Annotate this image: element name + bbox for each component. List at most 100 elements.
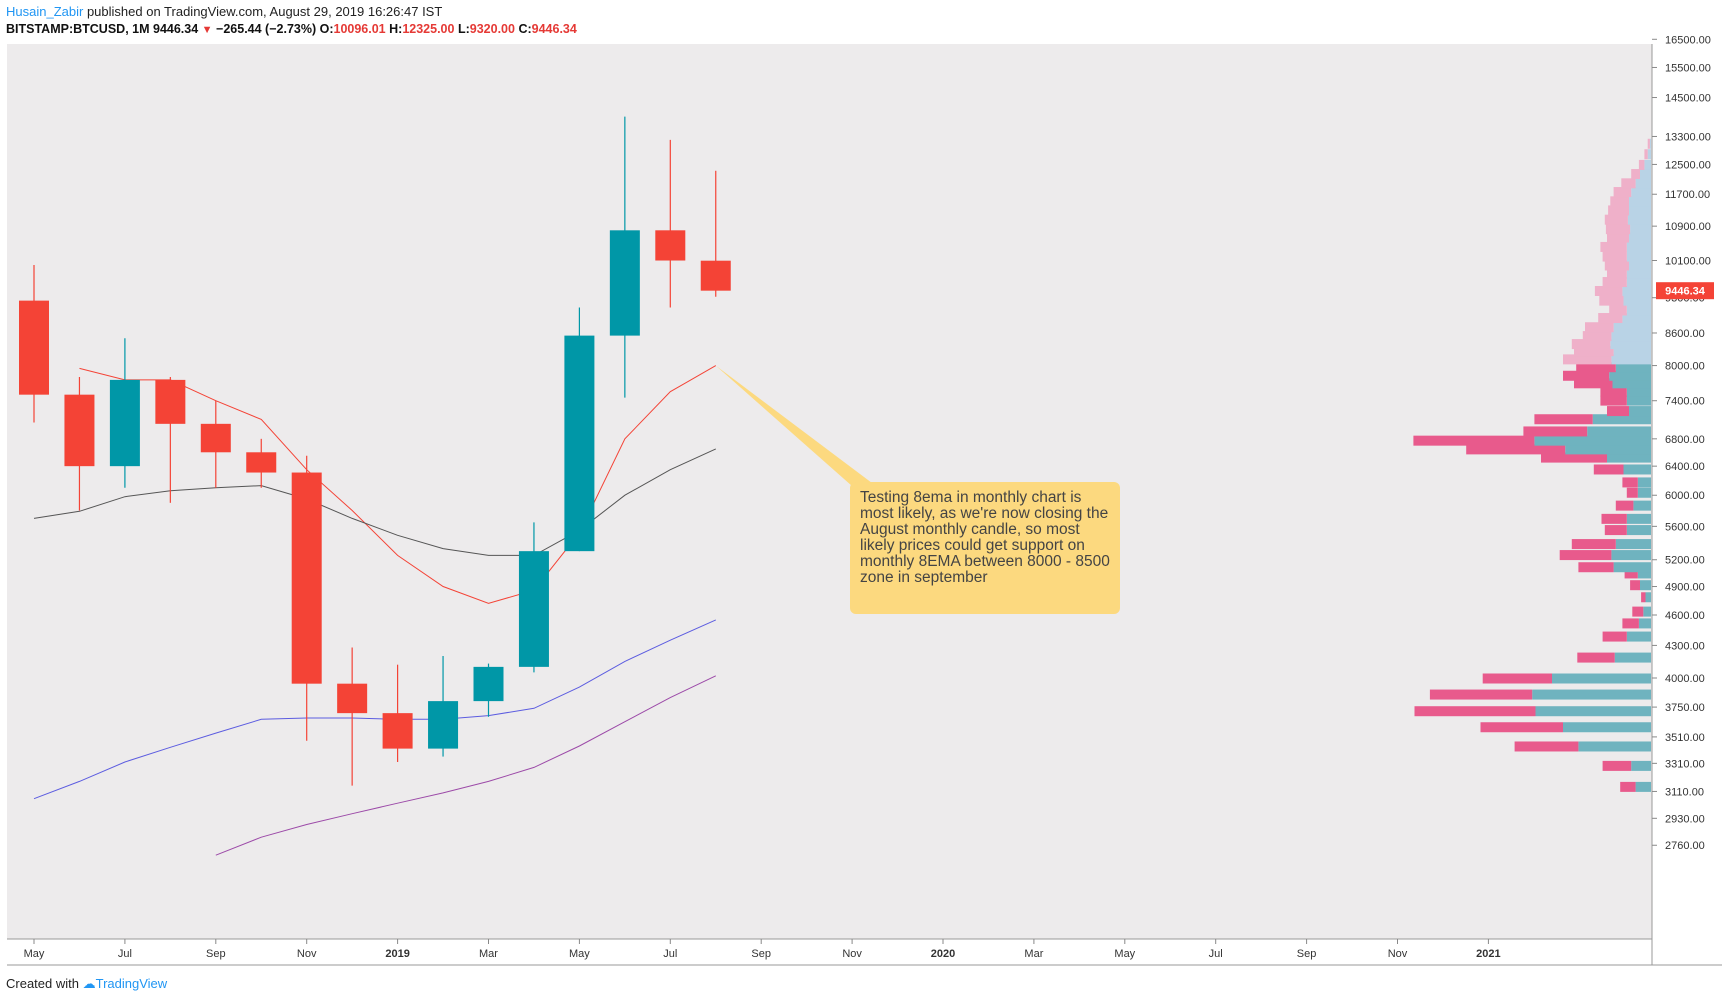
time-tick-label: Nov (297, 948, 317, 960)
vp-down-bar (1620, 781, 1636, 792)
candle-body (655, 230, 686, 261)
vp-up-bar (1611, 331, 1651, 342)
vp-up-bar (1629, 232, 1651, 243)
vp-down-bar (1594, 285, 1623, 296)
vp-up-bar (1563, 722, 1651, 733)
vp-up-bar (1534, 435, 1651, 446)
vp-up-bar (1587, 426, 1651, 437)
last-price: 9446.34 (153, 22, 199, 36)
vp-down-bar (1602, 251, 1627, 262)
price-tick-label: 8000.00 (1665, 361, 1705, 373)
vp-up-bar (1613, 562, 1651, 573)
vp-up-bar (1626, 251, 1651, 262)
vp-down-bar (1621, 178, 1636, 189)
vp-down-bar (1574, 378, 1613, 389)
vp-down-bar (1559, 550, 1612, 561)
annotation-text: Testing 8ema in monthly chart is most li… (860, 489, 1110, 586)
price-axis[interactable]: 16500.00 15500.00 14500.00 13300.00 12500.00… (1652, 34, 1711, 852)
annotation-callout[interactable]: Testing 8ema in monthly chart is most li… (850, 482, 1120, 614)
price-tick-label: 3110.00 (1665, 786, 1704, 798)
price-tick-label: 6400.00 (1665, 461, 1705, 473)
plot-area[interactable] (7, 44, 1652, 939)
ema-line-3 (33, 619, 717, 800)
vp-up-bar (1623, 464, 1651, 475)
time-tick-label: May (569, 948, 590, 960)
price-tick-label: 3750.00 (1665, 702, 1705, 714)
vp-down-bar (1600, 241, 1627, 252)
vp-down-bar (1563, 370, 1610, 381)
open-value: 10096.01 (333, 22, 386, 36)
vp-down-bar (1605, 224, 1631, 235)
open-label: O: (319, 22, 334, 36)
vp-down-bar (1607, 406, 1629, 417)
low-label: L: (457, 22, 470, 36)
volume-profile (1413, 138, 1651, 792)
price-tick-label: 7400.00 (1665, 396, 1705, 408)
high-value: 12325.00 (402, 22, 455, 36)
vp-down-bar (1599, 295, 1624, 306)
author-link[interactable]: Husain_Zabir (6, 4, 84, 19)
vp-down-bar (1608, 205, 1629, 216)
ema-line-4 (215, 675, 717, 856)
vp-down-bar (1578, 562, 1614, 573)
vp-down-bar (1534, 414, 1593, 425)
vp-up-bar (1610, 339, 1651, 350)
symbol-name[interactable]: BITSTAMP:BTCUSD, 1M (6, 22, 150, 36)
vp-down-bar (1582, 331, 1612, 342)
vp-down-bar (1641, 592, 1646, 603)
vp-down-bar (1602, 760, 1632, 771)
vp-up-bar (1622, 285, 1651, 296)
vp-up-bar (1613, 346, 1651, 357)
price-tick-label: 2760.00 (1665, 840, 1705, 852)
vp-up-bar (1626, 277, 1651, 288)
candles (19, 116, 731, 786)
vp-down-bar (1541, 452, 1607, 463)
vp-down-bar (1626, 487, 1638, 498)
close-value: 9446.34 (531, 22, 577, 36)
vp-up-bar (1640, 169, 1651, 180)
high-label: H: (389, 22, 403, 36)
vp-down-bar (1622, 477, 1638, 488)
vp-down-bar (1577, 652, 1615, 663)
vp-up-bar (1643, 606, 1651, 617)
price-tick-label: 4600.00 (1665, 610, 1705, 622)
price-tick-label: 3510.00 (1665, 732, 1705, 744)
vp-up-bar (1565, 444, 1651, 455)
price-tick-label: 6000.00 (1665, 490, 1705, 502)
tradingview-logo-icon[interactable]: ☁ (82, 976, 96, 991)
vp-up-bar (1637, 487, 1651, 498)
vp-up-bar (1629, 406, 1651, 417)
time-tick-label: Mar (479, 948, 498, 960)
vp-down-bar (1630, 580, 1640, 591)
tradingview-brand[interactable]: TradingView (95, 976, 168, 991)
price-tick-label: 10100.00 (1665, 256, 1711, 268)
vp-up-bar (1623, 295, 1651, 306)
candle-body (564, 335, 595, 552)
vp-up-bar (1614, 652, 1651, 663)
vp-up-bar (1635, 781, 1651, 792)
vp-up-bar (1626, 395, 1651, 406)
vp-down-bar (1593, 464, 1624, 475)
vp-down-bar (1609, 305, 1627, 316)
vp-down-bar (1632, 606, 1644, 617)
time-axis[interactable]: May Jul Sep Nov 2019 Mar May Jul Sep Nov 2020 Mar Ma… (24, 939, 1501, 960)
low-value: 9320.00 (469, 22, 515, 36)
vp-up-bar (1629, 196, 1651, 207)
vp-down-bar (1429, 689, 1533, 700)
vp-up-bar (1647, 149, 1651, 160)
vp-down-bar (1600, 386, 1627, 397)
time-tick-label: 2020 (931, 948, 955, 960)
time-tick-label: 2019 (385, 948, 409, 960)
vp-up-bar (1633, 500, 1651, 511)
time-tick-label: Sep (1297, 948, 1317, 960)
time-tick-label: Jul (663, 948, 677, 960)
vp-up-bar (1630, 224, 1651, 235)
candle-body (19, 300, 49, 395)
vp-up-bar (1649, 138, 1651, 149)
vp-down-bar (1602, 277, 1627, 288)
footer: Created with ☁TradingView (6, 976, 167, 992)
price-tick-label: 4000.00 (1665, 673, 1705, 685)
vp-down-bar (1607, 232, 1629, 243)
vp-down-bar (1414, 706, 1536, 717)
